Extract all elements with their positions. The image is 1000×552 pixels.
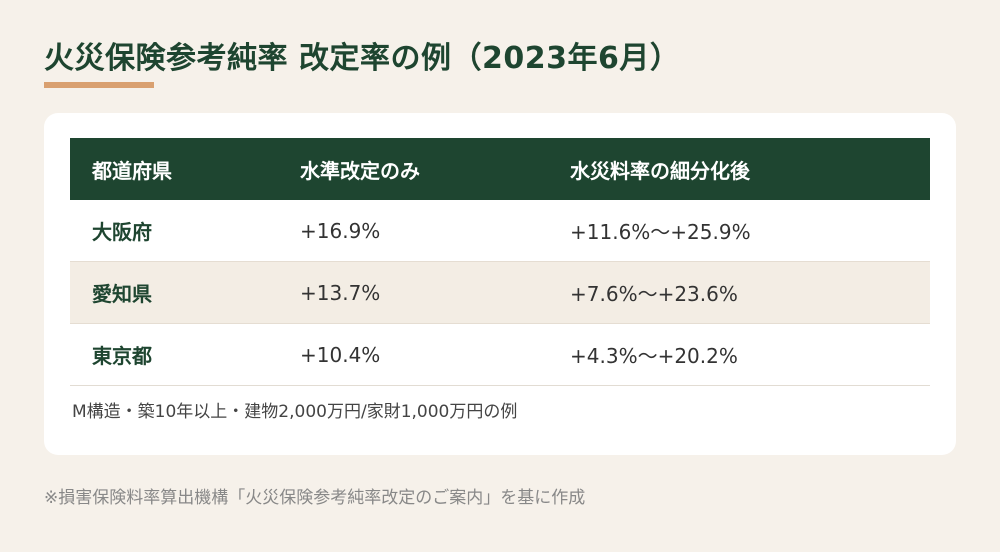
title-underline	[44, 82, 154, 88]
level-revision-cell: +16.9%	[300, 218, 381, 243]
level-revision-cell: +10.4%	[300, 342, 381, 367]
header-prefecture: 都道府県	[92, 158, 172, 183]
flood-rate-cell: +7.6%～+23.6%	[570, 282, 738, 306]
level-revision-cell: +13.7%	[300, 280, 381, 305]
header-level-revision: 水準改定のみ	[300, 158, 420, 183]
table-note: M構造・築10年以上・建物2,000万円/家財1,000万円の例	[72, 402, 518, 422]
rate-table: 都道府県 水準改定のみ 水災料率の細分化後 大阪府 +16.9% +11.6%～…	[70, 138, 930, 386]
header-flood-rate: 水災料率の細分化後	[570, 158, 750, 183]
table-row: 大阪府 +16.9% +11.6%～+25.9%	[70, 200, 930, 262]
flood-rate-cell: +11.6%～+25.9%	[570, 220, 751, 244]
table-header-row: 都道府県 水準改定のみ 水災料率の細分化後	[70, 138, 930, 200]
prefecture-cell: 東京都	[92, 344, 152, 368]
flood-rate-cell: +4.3%～+20.2%	[570, 344, 738, 368]
table-row: 愛知県 +13.7% +7.6%～+23.6%	[70, 262, 930, 324]
table-row: 東京都 +10.4% +4.3%～+20.2%	[70, 324, 930, 386]
table-card: 都道府県 水準改定のみ 水災料率の細分化後 大阪府 +16.9% +11.6%～…	[44, 113, 956, 455]
page-title: 火災保険参考純率 改定率の例（2023年6月）	[44, 41, 681, 76]
prefecture-cell: 大阪府	[92, 220, 152, 244]
prefecture-cell: 愛知県	[92, 282, 152, 306]
source-note: ※損害保険料率算出機構「火災保険参考純率改定のご案内」を基に作成	[44, 488, 586, 508]
